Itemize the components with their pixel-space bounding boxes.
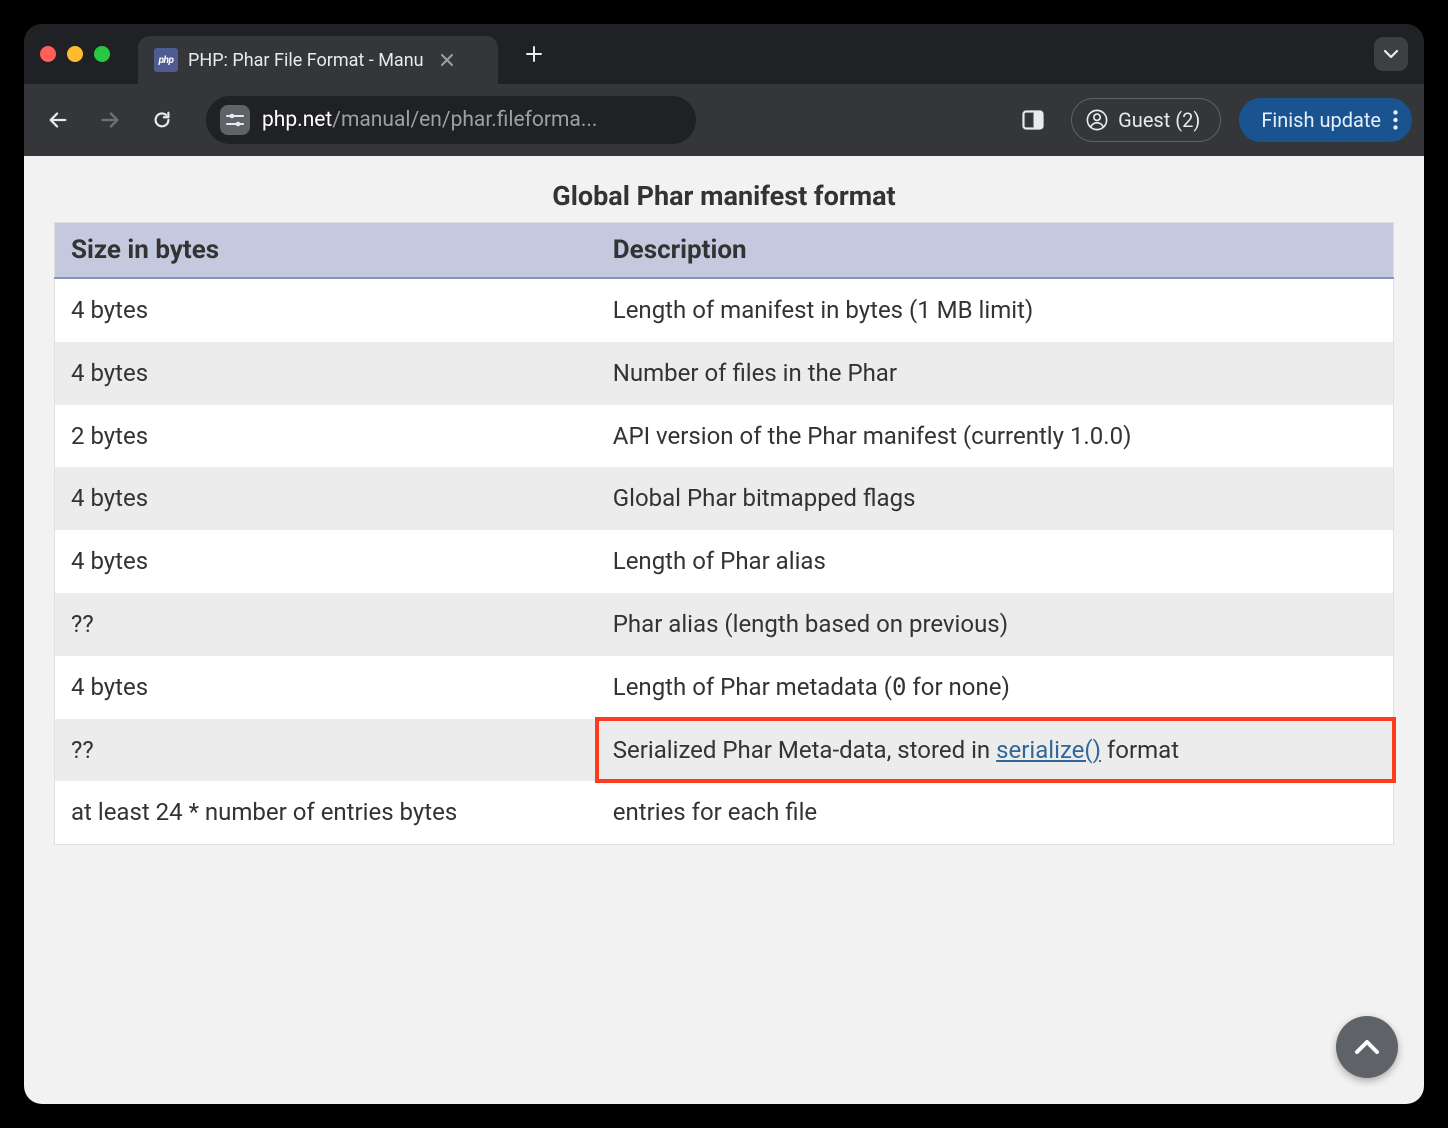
url-text: php.net/manual/en/phar.fileforma... [262, 108, 597, 132]
finish-update-button[interactable]: Finish update [1239, 98, 1412, 142]
cell-size: 2 bytes [55, 405, 597, 468]
table-row: ??Serialized Phar Meta-data, stored in s… [55, 719, 1394, 782]
table-row: 4 bytesGlobal Phar bitmapped flags [55, 467, 1394, 530]
cell-description: Length of Phar alias [597, 530, 1394, 593]
maximize-window-button[interactable] [94, 46, 110, 62]
table-row: at least 24 * number of entries bytesent… [55, 781, 1394, 844]
forward-button[interactable] [88, 98, 132, 142]
cell-description: Length of Phar metadata (0 for none) [597, 656, 1394, 719]
tab-title: PHP: Phar File Format - Manu [188, 50, 424, 71]
chevron-up-icon [1354, 1039, 1380, 1055]
cell-description: entries for each file [597, 781, 1394, 844]
new-tab-button[interactable] [520, 40, 548, 68]
table-header-row: Size in bytes Description [55, 223, 1394, 279]
cell-description: Serialized Phar Meta-data, stored in ser… [597, 719, 1394, 782]
table-row: ??Phar alias (length based on previous) [55, 593, 1394, 656]
cell-description: Global Phar bitmapped flags [597, 467, 1394, 530]
browser-window: php PHP: Phar File Format - Manu [24, 24, 1424, 1104]
table-row: 2 bytesAPI version of the Phar manifest … [55, 405, 1394, 468]
close-tab-button[interactable] [440, 53, 460, 67]
cell-size: ?? [55, 719, 597, 782]
table-row: 4 bytesLength of manifest in bytes (1 MB… [55, 278, 1394, 342]
column-header-description: Description [597, 223, 1394, 279]
scroll-to-top-button[interactable] [1336, 1016, 1398, 1078]
manifest-table: Size in bytes Description 4 bytesLength … [54, 222, 1394, 845]
table-row: 4 bytesLength of Phar alias [55, 530, 1394, 593]
side-panel-button[interactable] [1011, 98, 1055, 142]
cell-size: 4 bytes [55, 278, 597, 342]
minimize-window-button[interactable] [67, 46, 83, 62]
cell-size: 4 bytes [55, 467, 597, 530]
cell-size: 4 bytes [55, 530, 597, 593]
back-button[interactable] [36, 98, 80, 142]
tab-bar: php PHP: Phar File Format - Manu [24, 24, 1424, 84]
address-bar[interactable]: php.net/manual/en/phar.fileforma... [206, 96, 696, 144]
table-caption: Global Phar manifest format [54, 180, 1394, 212]
window-controls [40, 46, 110, 62]
toolbar: php.net/manual/en/phar.fileforma... Gues… [24, 84, 1424, 156]
inline-code: 0 [892, 673, 906, 701]
menu-icon [1393, 110, 1398, 130]
cell-size: ?? [55, 593, 597, 656]
cell-description: API version of the Phar manifest (curren… [597, 405, 1394, 468]
serialize-link[interactable]: serialize() [996, 736, 1101, 764]
profile-button[interactable]: Guest (2) [1071, 98, 1221, 142]
close-window-button[interactable] [40, 46, 56, 62]
table-row: 4 bytesNumber of files in the Phar [55, 342, 1394, 405]
cell-description: Phar alias (length based on previous) [597, 593, 1394, 656]
url-path: /manual/en/phar.fileforma... [332, 108, 597, 132]
profile-icon [1086, 109, 1108, 131]
tab-overflow-button[interactable] [1374, 37, 1408, 71]
reload-button[interactable] [140, 98, 184, 142]
table-row: 4 bytesLength of Phar metadata (0 for no… [55, 656, 1394, 719]
site-settings-icon[interactable] [220, 105, 250, 135]
profile-label: Guest (2) [1118, 108, 1200, 132]
page-content: Global Phar manifest format Size in byte… [24, 156, 1424, 1104]
finish-update-label: Finish update [1261, 108, 1381, 132]
cell-description: Length of manifest in bytes (1 MB limit) [597, 278, 1394, 342]
php-favicon-icon: php [154, 48, 178, 72]
cell-size: 4 bytes [55, 342, 597, 405]
cell-size: at least 24 * number of entries bytes [55, 781, 597, 844]
cell-description: Number of files in the Phar [597, 342, 1394, 405]
cell-size: 4 bytes [55, 656, 597, 719]
browser-tab[interactable]: php PHP: Phar File Format - Manu [138, 36, 498, 84]
column-header-size: Size in bytes [55, 223, 597, 279]
url-domain: php.net [262, 108, 332, 132]
